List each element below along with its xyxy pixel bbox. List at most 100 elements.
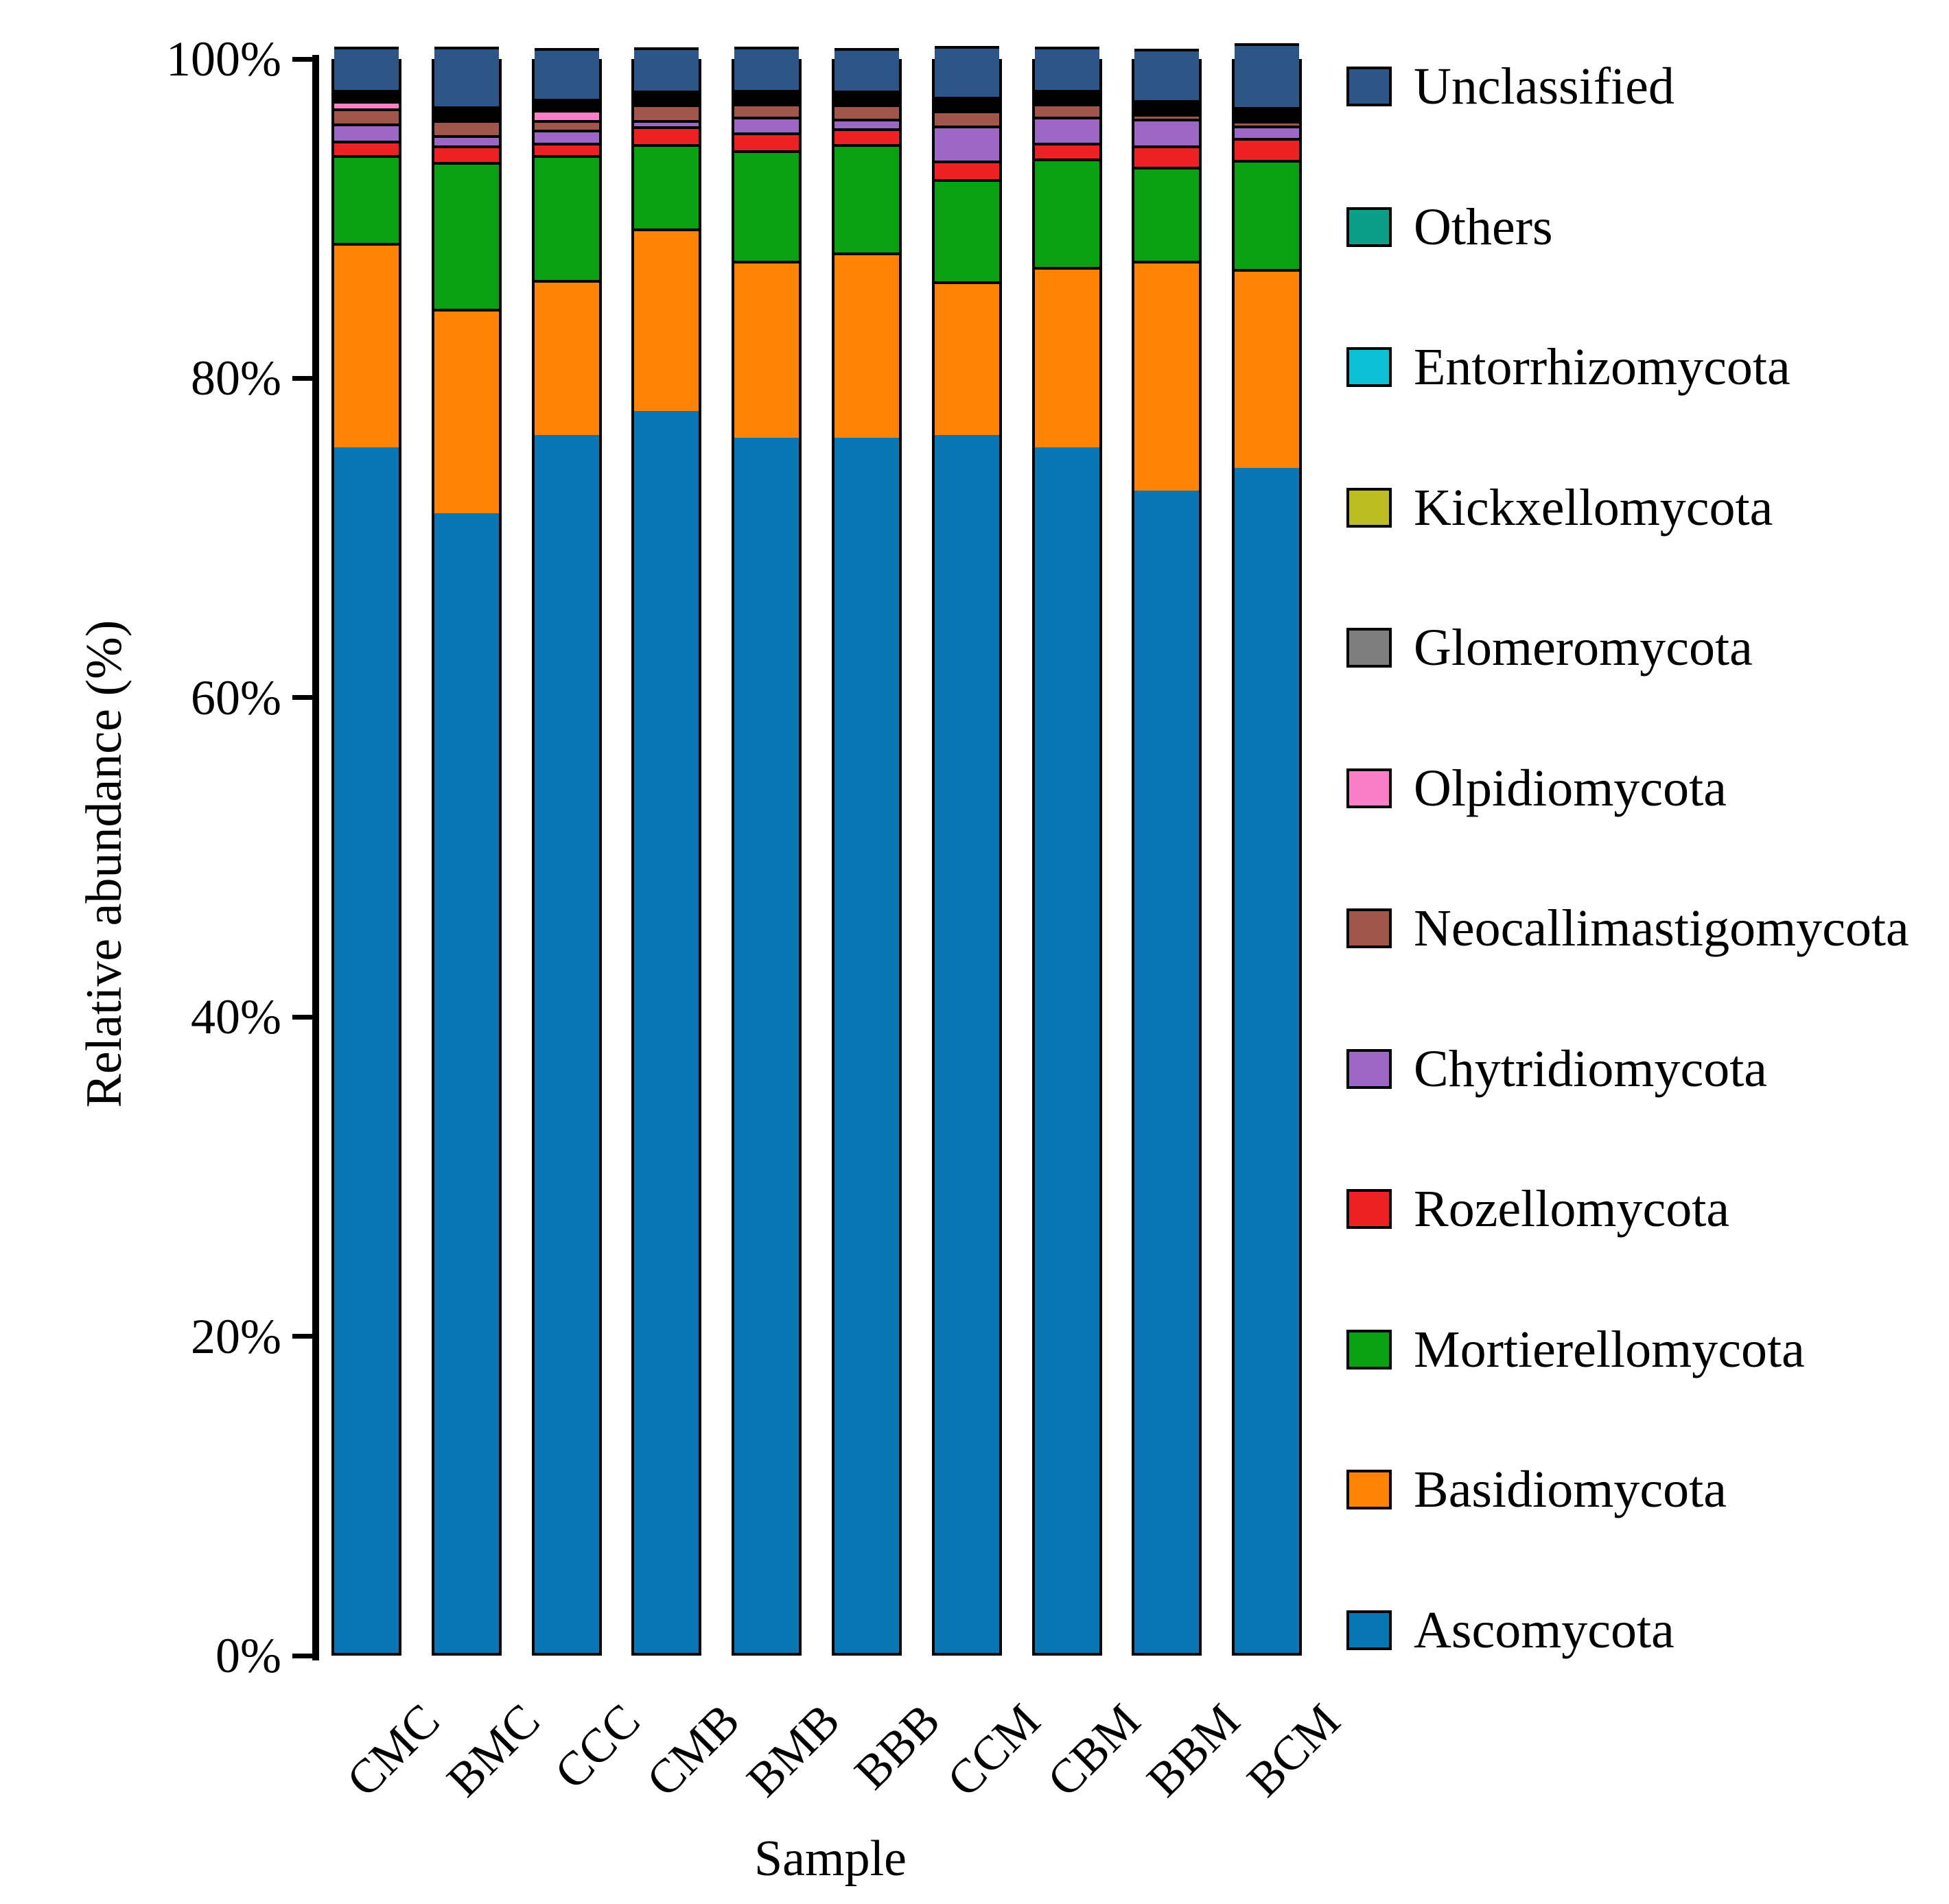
- y-tick-mark: [292, 56, 313, 62]
- bar-BMB: [732, 46, 802, 1656]
- y-tick-label: 20%: [191, 1308, 281, 1364]
- bar-segment-rozellomycota: [434, 145, 499, 162]
- y-tick-mark: [292, 1334, 313, 1339]
- y-tick-label: 0%: [215, 1628, 281, 1683]
- bar-BCM: [1232, 43, 1303, 1656]
- bar-segment-glomeromycota: [1134, 108, 1200, 111]
- bar-segment-glomeromycota: [734, 97, 800, 101]
- legend-swatch-unclassified: [1346, 67, 1392, 106]
- bar-segment-kickxellomycota: [835, 95, 899, 99]
- bar-segment-unclassified: [835, 48, 899, 91]
- legend-item-glomeromycota: Glomeromycota: [1346, 620, 1753, 675]
- bar-segment-olpidiomycota: [434, 117, 499, 121]
- legend-swatch-neocallimastigomycota: [1346, 908, 1392, 948]
- bar-segment-ascomycota: [835, 438, 899, 1653]
- bar-segment-rozellomycota: [835, 128, 899, 144]
- legend-item-unclassified: Unclassified: [1346, 59, 1674, 114]
- legend-label: Basidiomycota: [1414, 1461, 1727, 1518]
- bar-segment-olpidiomycota: [934, 108, 999, 111]
- x-tick-label-BMC: BMC: [436, 1694, 550, 1807]
- bar-segment-ascomycota: [434, 513, 499, 1653]
- bar-segment-unclassified: [334, 47, 399, 91]
- bar-segment-chytridiomycota: [534, 130, 599, 143]
- legend-swatch-ascomycota: [1346, 1610, 1392, 1650]
- bar-segment-glomeromycota: [934, 105, 999, 108]
- legend-item-ascomycota: Ascomycota: [1346, 1603, 1674, 1658]
- bar-segment-basidiomycota: [734, 260, 800, 438]
- bar-segment-neocallimastigomycota: [1235, 121, 1300, 126]
- bar-segment-kickxellomycota: [434, 112, 499, 115]
- x-tick-label-BBB: BBB: [845, 1694, 950, 1800]
- legend-label: Neocallimastigomycota: [1414, 900, 1909, 957]
- bar-BMC: [431, 46, 502, 1656]
- legend-item-rozellomycota: Rozellomycota: [1346, 1182, 1729, 1236]
- x-tick-label-CCM: CCM: [937, 1694, 1051, 1807]
- bar-segment-unclassified: [434, 46, 499, 107]
- bar-segment-mortierellomycota: [835, 144, 899, 253]
- bar-segment-glomeromycota: [434, 115, 499, 118]
- bar-segment-basidiomycota: [434, 308, 499, 513]
- bar-segment-basidiomycota: [1134, 260, 1200, 491]
- legend-item-others: Others: [1346, 200, 1553, 255]
- bar-segment-others: [1134, 99, 1200, 103]
- bar-segment-basidiomycota: [835, 252, 899, 438]
- bar-segment-unclassified: [934, 45, 999, 97]
- y-axis-title: Relative abundance (%): [76, 620, 132, 1108]
- bar-segment-kickxellomycota: [1034, 95, 1099, 98]
- legend-label: Rozellomycota: [1414, 1180, 1730, 1238]
- bar-segment-glomeromycota: [835, 98, 899, 102]
- bar-segment-rozellomycota: [1034, 142, 1099, 158]
- bar-segment-basidiomycota: [1235, 268, 1300, 469]
- y-tick-mark: [292, 695, 313, 701]
- bar-segment-chytridiomycota: [835, 118, 899, 128]
- bar-segment-rozellomycota: [334, 141, 399, 156]
- legend-swatch-glomeromycota: [1346, 628, 1392, 668]
- bar-segment-glomeromycota: [634, 98, 699, 102]
- x-tick-label-BBM: BBM: [1137, 1694, 1251, 1807]
- bar-segment-olpidiomycota: [334, 101, 399, 108]
- legend-item-basidiomycota: Basidiomycota: [1346, 1462, 1727, 1517]
- bar-segment-others: [934, 97, 999, 100]
- bar-BBB: [832, 48, 902, 1656]
- legend-item-mortierellomycota: Mortierellomycota: [1346, 1322, 1805, 1377]
- bar-segment-kickxellomycota: [1235, 113, 1300, 116]
- bar-segment-ascomycota: [734, 438, 800, 1653]
- bar-CMB: [631, 47, 702, 1656]
- bar-segment-rozellomycota: [934, 161, 999, 180]
- bar-segment-chytridiomycota: [934, 126, 999, 161]
- y-tick-label: 100%: [166, 32, 281, 86]
- bar-segment-entorrhizomycota: [734, 92, 800, 95]
- bar-segment-neocallimastigomycota: [334, 108, 399, 124]
- legend-label: Glomeromycota: [1414, 619, 1753, 677]
- legend-item-kickxellomycota: Kickxellomycota: [1346, 480, 1773, 535]
- bar-segment-olpidiomycota: [1034, 100, 1099, 104]
- bar-segment-kickxellomycota: [934, 102, 999, 106]
- bar-segment-chytridiomycota: [1034, 117, 1099, 143]
- bar-CMC: [331, 47, 401, 1656]
- bar-segment-mortierellomycota: [334, 155, 399, 244]
- legend-swatch-rozellomycota: [1346, 1189, 1392, 1229]
- legend-label: Unclassified: [1414, 58, 1674, 115]
- bar-segment-ascomycota: [1034, 447, 1099, 1653]
- legend-label: Chytridiomycota: [1414, 1039, 1768, 1098]
- legend-swatch-entorrhizomycota: [1346, 347, 1392, 387]
- bar-segment-kickxellomycota: [634, 95, 699, 99]
- bar-segment-mortierellomycota: [734, 150, 800, 261]
- bar-segment-olpidiomycota: [534, 109, 599, 121]
- bar-CCC: [531, 47, 602, 1656]
- bar-segment-olpidiomycota: [1134, 110, 1200, 114]
- bar-segment-rozellomycota: [634, 126, 699, 145]
- bar-segment-basidiomycota: [634, 228, 699, 411]
- legend-swatch-mortierellomycota: [1346, 1329, 1392, 1370]
- legend-item-olpidiomycota: Olpidiomycota: [1346, 761, 1727, 816]
- bar-segment-entorrhizomycota: [634, 93, 699, 96]
- bar-segment-entorrhizomycota: [1034, 92, 1099, 95]
- bar-segment-glomeromycota: [1235, 115, 1300, 119]
- bar-segment-entorrhizomycota: [1134, 102, 1200, 106]
- legend-item-entorrhizomycota: Entorrhizomycota: [1346, 340, 1790, 395]
- legend-swatch-olpidiomycota: [1346, 768, 1392, 808]
- x-tick-label-CMC: CMC: [337, 1694, 450, 1807]
- bar-segment-chytridiomycota: [734, 117, 800, 132]
- bar-segment-glomeromycota: [534, 106, 599, 110]
- y-tick-mark: [292, 375, 313, 381]
